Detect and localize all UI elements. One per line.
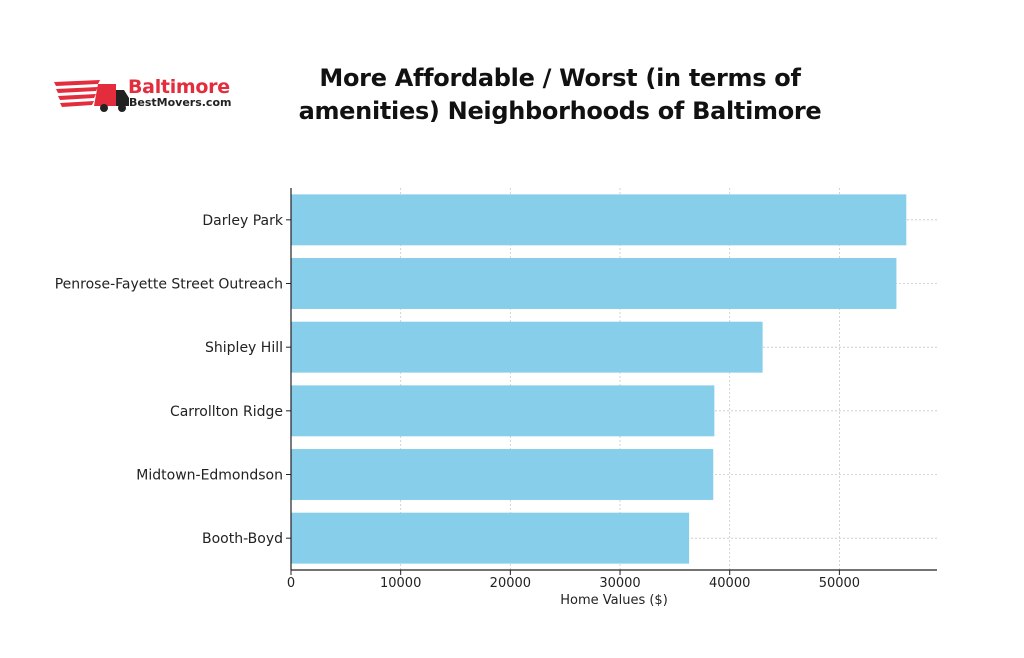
logo-brand-text: Baltimore [128, 76, 230, 98]
x-tick-label: 50000 [819, 576, 860, 591]
chart-title-line-2: amenities) Neighborhoods of Baltimore [298, 97, 822, 125]
x-tick-label: 10000 [380, 576, 421, 591]
bar [291, 321, 763, 373]
moving-truck-icon [54, 80, 129, 112]
y-tick-label: Booth-Boyd [202, 531, 283, 547]
bar [291, 194, 907, 246]
logo: Baltimore BestMovers.com [52, 76, 242, 116]
chart-title-line-1: More Affordable / Worst (in terms of [319, 64, 801, 92]
y-tick-label: Carrollton Ridge [170, 404, 283, 420]
chart-title: More Affordable / Worst (in terms of ame… [250, 62, 870, 128]
bar [291, 512, 690, 564]
x-axis-label: Home Values ($) [560, 593, 668, 608]
bar [291, 258, 897, 309]
y-tick-label: Shipley Hill [205, 340, 283, 356]
x-tick-label: 20000 [490, 576, 531, 591]
axes [286, 188, 937, 575]
x-tick-label: 0 [287, 576, 295, 591]
y-tick-label: Darley Park [202, 213, 284, 229]
bars [291, 194, 907, 564]
labels: Darley Park Penrose-Fayette Street Outrea… [55, 213, 860, 608]
y-tick-label: Midtown-Edmondson [136, 468, 283, 484]
bar [291, 449, 714, 500]
y-tick-label: Penrose-Fayette Street Outreach [55, 277, 283, 293]
bar [291, 385, 715, 437]
logo-subtitle-text: BestMovers.com [129, 96, 232, 109]
x-tick-label: 30000 [599, 576, 640, 591]
x-tick-label: 40000 [709, 576, 750, 591]
